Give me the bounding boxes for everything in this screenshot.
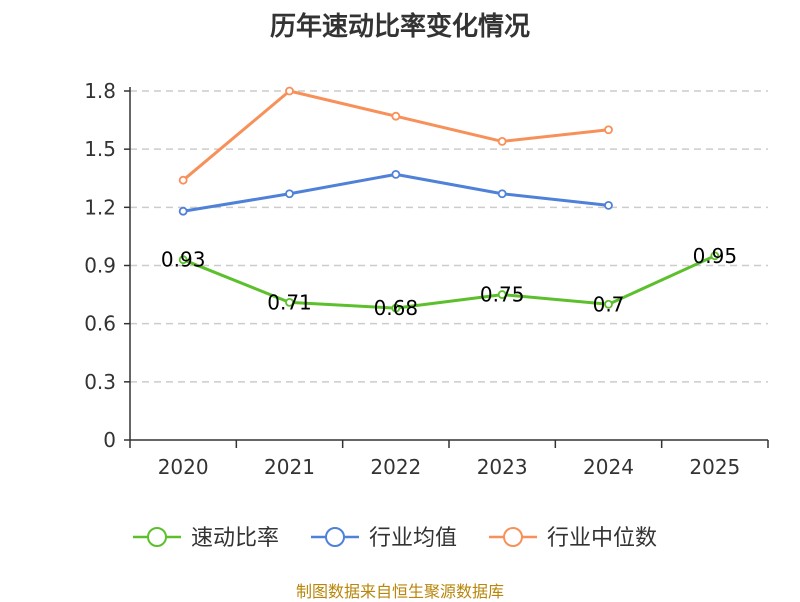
- data-point: [497, 189, 507, 199]
- x-tick-label: 2022: [370, 455, 421, 479]
- legend-marker: [503, 527, 523, 547]
- legend-item: 速动比率: [133, 526, 279, 551]
- y-tick-label: 1.5: [84, 137, 116, 161]
- series-line: [182, 254, 716, 310]
- axes: 0 0.3 0.6 0.9 1.2 1.5 1.8 2020 2021 2022 2023 2024 2…: [84, 79, 769, 479]
- gridlines: [130, 90, 768, 383]
- data-label: 0.95: [693, 244, 738, 268]
- data-point: [178, 175, 188, 185]
- legend: 速动比率 行业均值 行业中位数: [133, 526, 657, 551]
- data-point: [604, 200, 613, 210]
- x-tick-label: 2024: [583, 455, 634, 479]
- source-note: 制图数据来自恒生聚源数据库: [295, 582, 504, 601]
- data-label: 0.68: [374, 296, 419, 320]
- data-point: [497, 137, 507, 146]
- data-label: 0.75: [480, 283, 525, 307]
- data-point: [710, 251, 720, 261]
- series-1: [178, 169, 613, 216]
- legend-marker: [325, 527, 345, 547]
- legend-label: 速动比率: [191, 526, 279, 551]
- y-tick-label: 1.8: [84, 79, 116, 103]
- legend-label: 行业中位数: [547, 526, 657, 551]
- chart-title: 历年速动比率变化情况: [269, 12, 530, 42]
- data-point: [285, 297, 294, 307]
- data-point: [391, 303, 401, 313]
- legend-item: 行业中位数: [489, 526, 657, 551]
- data-label: 0.93: [161, 248, 206, 272]
- legend-marker: [147, 527, 167, 547]
- data-label: 0.7: [593, 292, 625, 316]
- y-tick-label: 0.3: [84, 370, 116, 394]
- data-point: [391, 169, 401, 179]
- series-lines: [178, 86, 720, 313]
- data-point: [285, 189, 294, 199]
- x-tick-label: 2020: [158, 455, 209, 479]
- series-line: [182, 172, 609, 213]
- data-label: 0.71: [267, 290, 312, 314]
- data-point: [604, 125, 613, 135]
- series-0: [178, 251, 720, 313]
- data-point: [604, 299, 613, 309]
- x-tick-label: 2025: [689, 455, 740, 479]
- data-point: [285, 86, 294, 96]
- y-tick-label: 0.6: [84, 312, 116, 336]
- x-tick-label: 2021: [264, 455, 315, 479]
- legend-item: 行业均值: [311, 526, 457, 551]
- y-tick-label: 0.9: [84, 254, 116, 278]
- series-2: [178, 86, 613, 185]
- data-point: [178, 206, 188, 216]
- data-point: [391, 111, 401, 121]
- data-point: [178, 255, 188, 265]
- y-tick-label: 1.2: [84, 195, 116, 219]
- legend-label: 行业均值: [369, 526, 457, 551]
- data-labels: 0.93 0.71 0.68 0.75 0.7 0.95: [161, 244, 737, 320]
- x-tick-label: 2023: [477, 455, 528, 479]
- data-point: [497, 290, 507, 299]
- y-tick-label: 0: [103, 428, 116, 452]
- series-line: [182, 89, 609, 182]
